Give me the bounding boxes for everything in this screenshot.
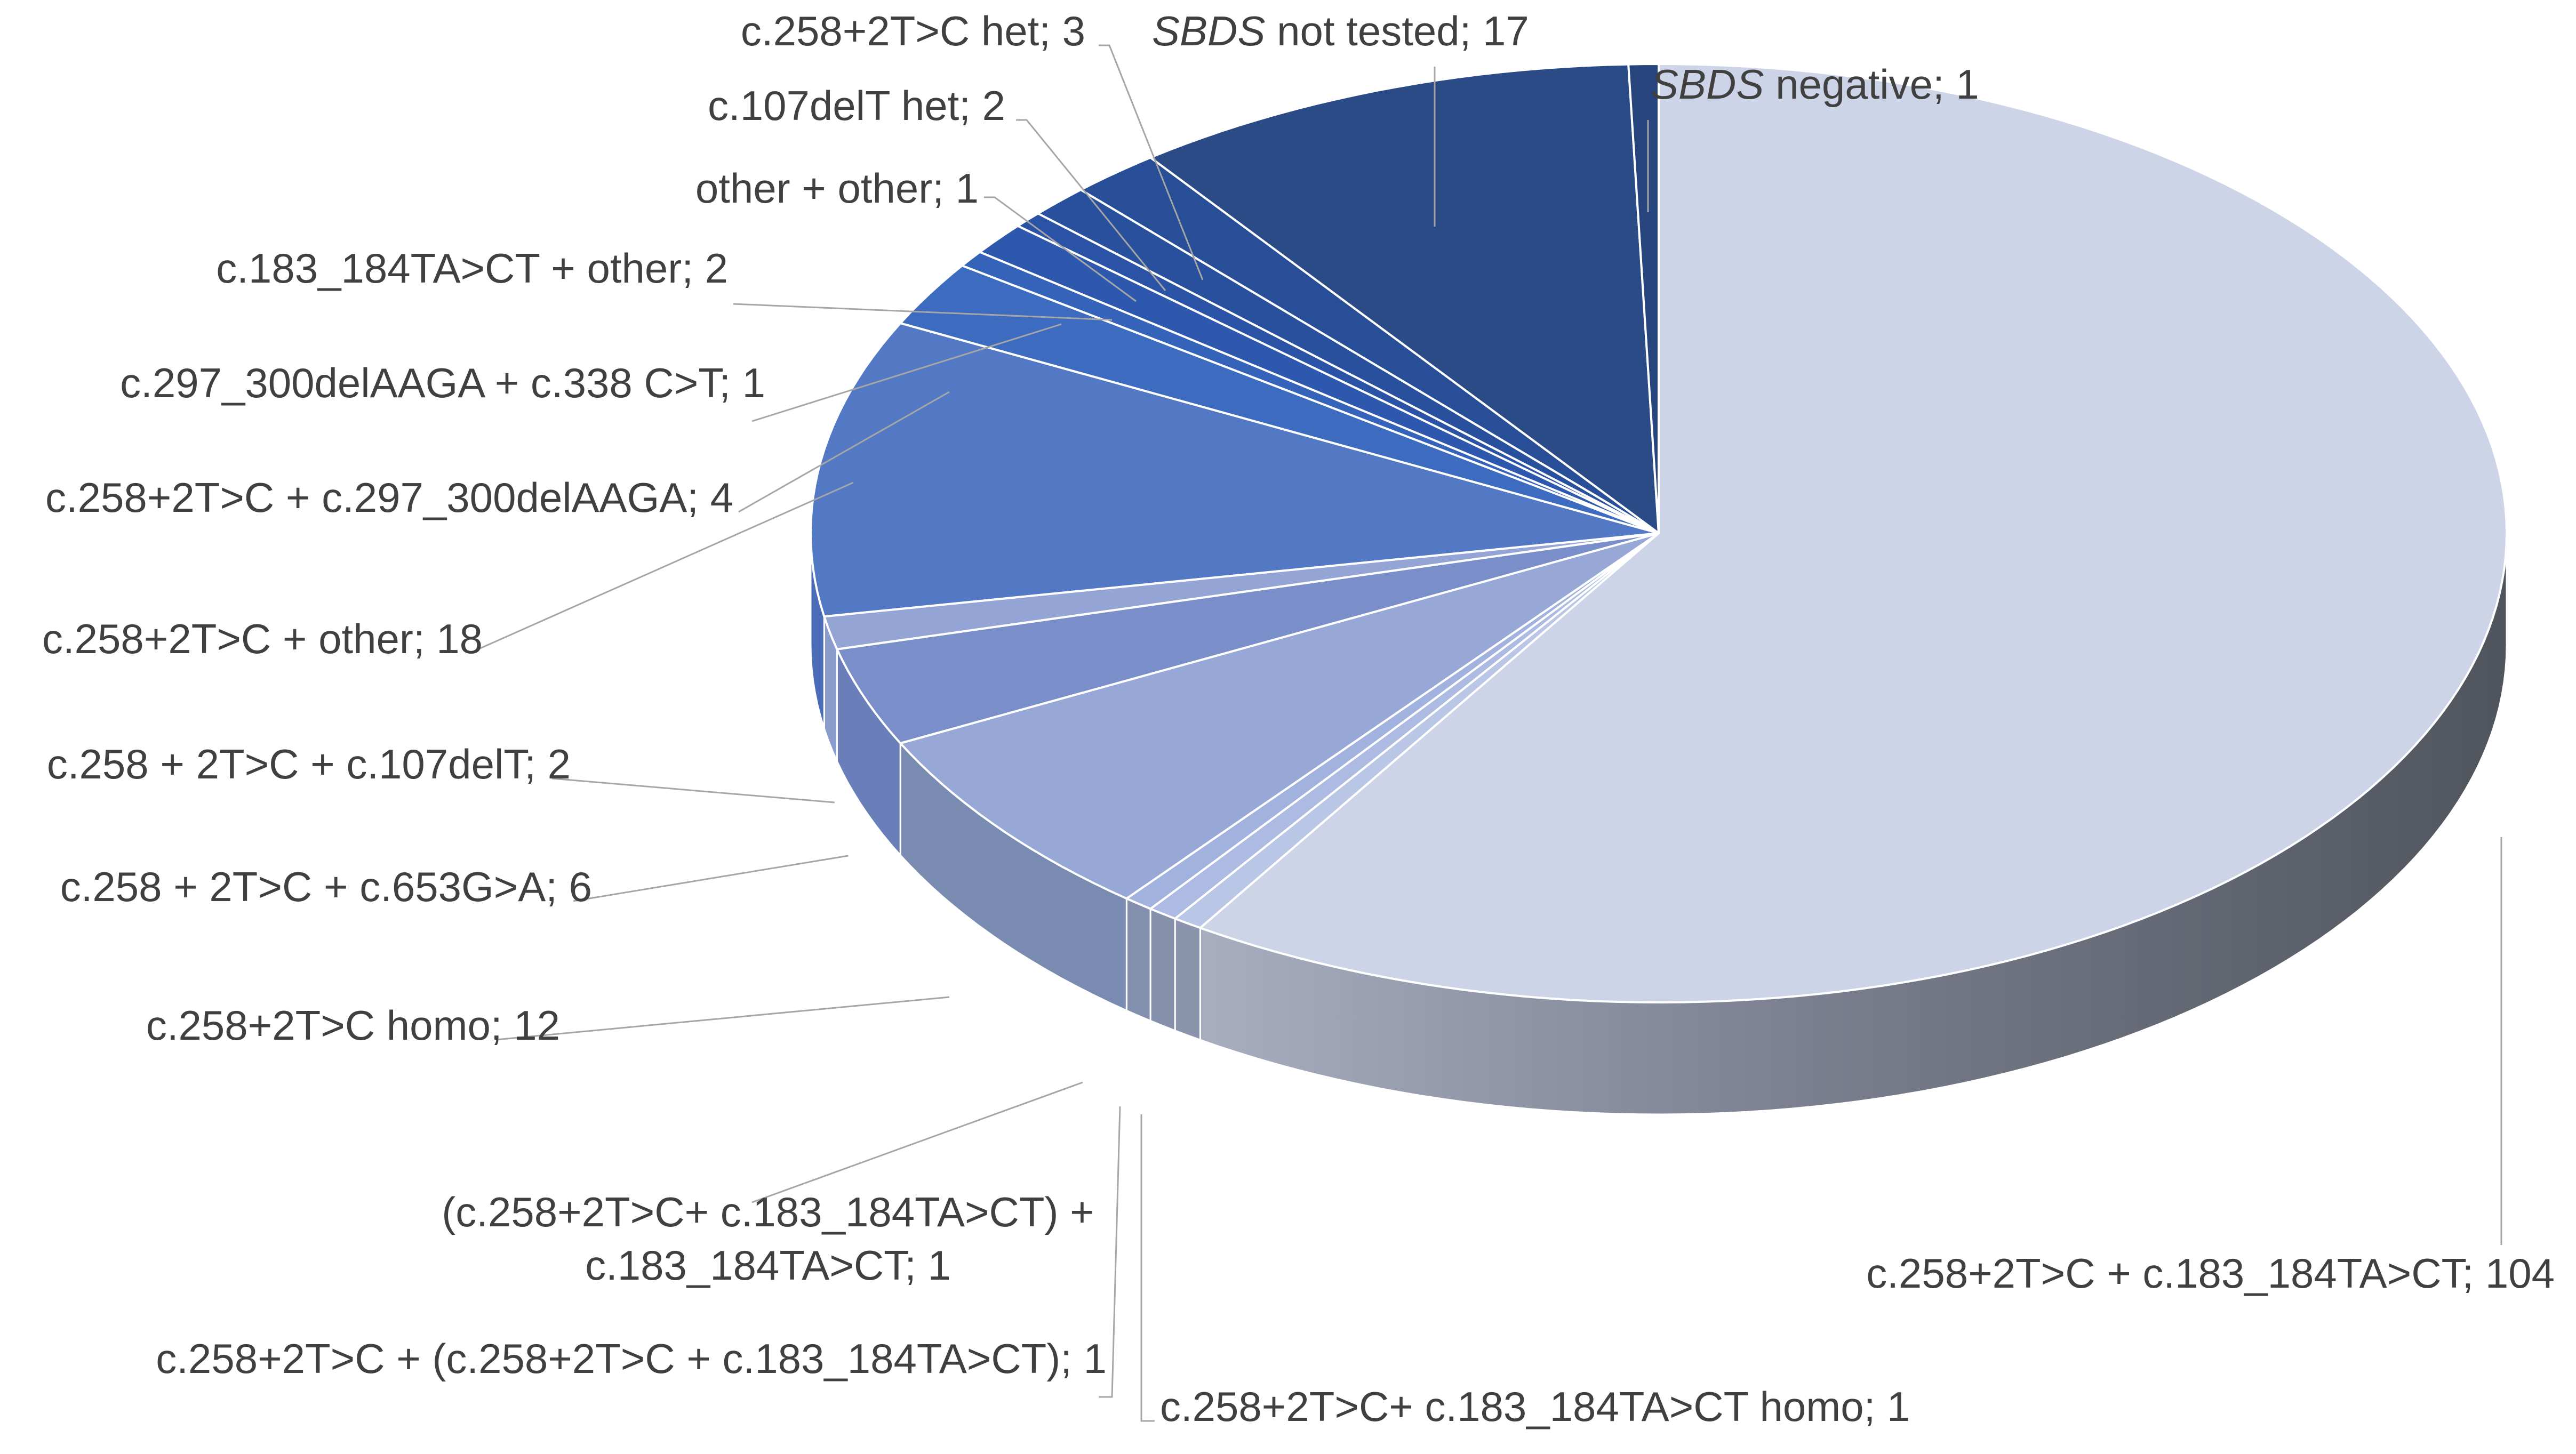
slice-label-c-258-2t-c-het: c.258+2T>C het; 3 (741, 7, 1085, 54)
leader-line-c-258-2t-c-c-258-2t-c-c-183-184ta-ct (1099, 1106, 1121, 1398)
leader-line-c-258-2t-c-other (469, 481, 854, 654)
slice-label-c-297-300delaaga-c-338-c-t: c.297_300delAAGA + c.338 C>T; 1 (120, 359, 765, 406)
slice-label-c-183-184ta-ct-other: c.183_184TA>CT + other; 2 (216, 245, 728, 292)
slice-label-c-258-2t-c-other: c.258+2T>C + other; 18 (42, 615, 483, 662)
slice-label-c-107delt-het: c.107delT het; 2 (708, 82, 1005, 129)
leader-line-c-258-2t-c-c-183-184ta-ct-homo (1140, 1114, 1155, 1422)
pie-side-c-258-2t-c-c-183-184ta-ct-homo (1174, 917, 1201, 1041)
leader-line-c-258-2t-c-homo (495, 996, 950, 1041)
slice-label-c-258-2t-c-c-107delt: c.258 + 2T>C + c.107delT; 2 (47, 741, 571, 788)
slice-label-c-258-2t-c-c-258-2t-c-c-183-184ta-ct: c.258+2T>C + (c.258+2T>C + c.183_184TA>C… (156, 1335, 1107, 1382)
pie-slice-c-258-2t-c-c-183-184ta-ct (1199, 63, 2508, 1003)
pie-slice-sbds-not-tested (1149, 63, 1660, 534)
leader-line-c-258-2t-c-c-297-300delaaga (738, 391, 950, 513)
slice-label-c-258-2t-c-c-183-184ta-ct-c-183-184ta-ct: (c.258+2T>C+ c.183_184TA>CT) + c.183_184T… (442, 1188, 1094, 1289)
leader-line-c-258-2t-c-c-653g-a (573, 855, 849, 902)
leader-line-c-183-184ta-ct-other (733, 303, 1113, 321)
slice-label-c-258-2t-c-homo: c.258+2T>C homo; 12 (146, 1002, 560, 1049)
pie-slice-c-258-2t-c-c-297-300delaaga (899, 264, 1660, 534)
leader-lines (469, 44, 2502, 1422)
pie-top-layer (810, 63, 2508, 1003)
pie-side-c-258-2t-c-c-258-2t-c-c-183-184ta-ct (1149, 907, 1176, 1032)
slice-label-other-other: other + other; 1 (695, 165, 979, 212)
slice-labels: c.258+2T>C + c.183_184TA>CT; 104 c.258+2T… (42, 7, 2555, 1430)
pie-side-c-258-2t-c-c-183-184ta-ct-c-183-184ta-ct (1125, 897, 1151, 1022)
slice-label-c-258-2t-c-c-653g-a: c.258 + 2T>C + c.653G>A; 6 (60, 863, 592, 910)
leader-line-c-258-2t-c-het (1099, 44, 1204, 280)
pie-slice-sbds-negative (1627, 63, 1660, 534)
leader-line-c-107delt-het (1016, 119, 1166, 291)
pie-slice-c-258-2t-c-homo (899, 532, 1660, 900)
leader-line-c-258-2t-c-c-183-184ta-ct-c-183-184ta-ct (751, 1081, 1083, 1203)
slice-label-sbds-not-tested: SBDS not tested; 17 (1152, 7, 1529, 54)
leader-line-other-other (984, 196, 1137, 302)
slice-label-c-258-2t-c-c-183-184ta-ct: c.258+2T>C + c.183_184TA>CT; 104 (1866, 1250, 2555, 1297)
leader-line-c-297-300delaaga-c-338-c-t (751, 323, 1062, 422)
pie-slice-c-258-2t-c-c-653g-a (836, 532, 1660, 744)
slice-label-c-258-2t-c-c-183-184ta-ct-homo: c.258+2T>C+ c.183_184TA>CT homo; 1 (1160, 1383, 1910, 1430)
slice-label-c-258-2t-c-c-297-300delaaga: c.258+2T>C + c.297_300delAAGA; 4 (45, 474, 733, 521)
leader-line-c-258-2t-c-c-107delt (551, 777, 835, 804)
slice-label-sbds-negative: SBDS negative; 1 (1651, 61, 1979, 108)
